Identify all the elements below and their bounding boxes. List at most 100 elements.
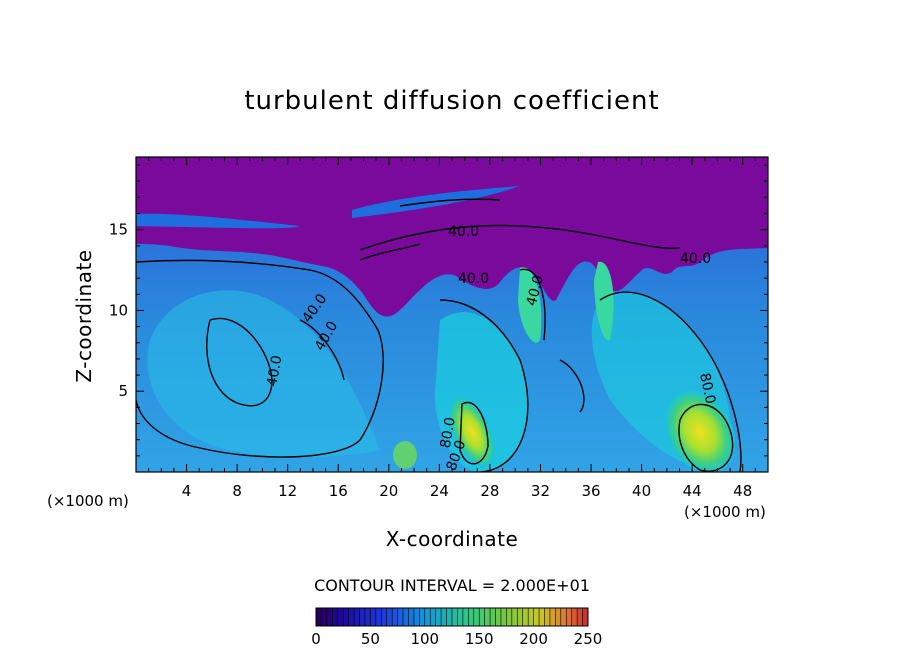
colorbar-swatch bbox=[419, 608, 426, 626]
colorbar-swatch bbox=[484, 608, 491, 626]
contour-label: 40.0 bbox=[680, 251, 711, 267]
x-tick-label: 44 bbox=[683, 482, 702, 500]
contour-5 bbox=[439, 299, 529, 472]
colorbar-swatch bbox=[495, 608, 502, 626]
colorbar-frame bbox=[315, 607, 589, 627]
colorbar-swatch bbox=[403, 608, 409, 626]
x-axis-label: X-coordinate bbox=[385, 527, 519, 551]
contour-1 bbox=[136, 259, 384, 458]
chart-title: turbulent diffusion coefficient bbox=[244, 86, 660, 116]
colorbar-tick-label: 200 bbox=[519, 630, 548, 648]
colorbar-swatch bbox=[560, 608, 567, 626]
colorbar-swatch bbox=[528, 608, 535, 626]
colorbar-swatch bbox=[539, 608, 545, 626]
core-hotspot-2 bbox=[393, 441, 417, 469]
colorbar-swatch bbox=[533, 608, 540, 626]
colorbar-swatch bbox=[473, 608, 480, 626]
colorbar-swatch bbox=[413, 608, 420, 626]
colorbar-swatch bbox=[517, 608, 524, 626]
contour-8 bbox=[678, 403, 734, 472]
contour-3 bbox=[299, 319, 345, 381]
colorbar-swatch bbox=[343, 608, 350, 626]
colorbar-swatch bbox=[506, 608, 513, 626]
contour-11 bbox=[359, 243, 421, 261]
colorbar-swatch bbox=[500, 608, 507, 626]
colorbar-swatch bbox=[408, 608, 415, 626]
x-tick-label: 4 bbox=[182, 482, 192, 500]
colorbar-swatch bbox=[511, 608, 518, 626]
colorbar-swatch bbox=[446, 608, 453, 626]
x-unit-right: (×1000 m) bbox=[684, 503, 766, 521]
colorbar-swatch bbox=[462, 608, 469, 626]
colorbar-swatch bbox=[397, 608, 404, 626]
colorbar-swatch bbox=[435, 608, 442, 626]
colorbar-swatch bbox=[326, 608, 333, 626]
contour-12 bbox=[399, 198, 501, 207]
x-unit-left: (×1000 m) bbox=[47, 492, 129, 510]
colorbar-tick-label: 100 bbox=[410, 630, 439, 648]
colorbar-swatch bbox=[566, 608, 573, 626]
colorbar-swatch bbox=[386, 608, 393, 626]
contour-4 bbox=[359, 224, 681, 251]
colorbar-swatch bbox=[332, 608, 339, 626]
contour-10 bbox=[559, 359, 585, 413]
colorbar-tick-label: 250 bbox=[574, 630, 603, 648]
plume-left bbox=[147, 290, 380, 458]
contour-label: 40.0 bbox=[458, 271, 489, 287]
contour-label: 40.0 bbox=[524, 273, 548, 307]
colorbar-swatch bbox=[316, 608, 322, 626]
contour-2 bbox=[206, 317, 273, 407]
colorbar-swatch bbox=[337, 608, 344, 626]
x-tick-label: 36 bbox=[581, 482, 600, 500]
y-tick-label: 15 bbox=[109, 221, 128, 239]
contour-label: 40.0 bbox=[264, 354, 285, 387]
y-tick-label: 5 bbox=[118, 382, 128, 400]
colorbar-swatch bbox=[364, 608, 371, 626]
x-tick-label: 12 bbox=[278, 482, 297, 500]
colorbar-swatch bbox=[375, 608, 382, 626]
plot-area: 40.0 40.0 40.0 40.0 40.0 40.0 40.0 80.0 … bbox=[136, 157, 768, 472]
x-tick-label: 28 bbox=[480, 482, 499, 500]
colorbar-swatch bbox=[452, 608, 458, 626]
colorbar-swatch bbox=[321, 608, 328, 626]
upper-streak bbox=[136, 213, 300, 229]
colorbar-tick-label: 50 bbox=[361, 630, 380, 648]
colorbar-swatch bbox=[468, 608, 475, 626]
plume-stripe bbox=[518, 267, 542, 343]
colorbar-swatch bbox=[490, 608, 497, 626]
x-tick-label: 48 bbox=[733, 482, 752, 500]
core-hotspot bbox=[449, 396, 495, 468]
x-tick-label: 40 bbox=[632, 482, 651, 500]
plume-stripe-2 bbox=[594, 261, 614, 341]
colorbar-tick-label: 0 bbox=[311, 630, 321, 648]
contour-lines bbox=[136, 198, 742, 472]
colorbar-swatch bbox=[370, 608, 377, 626]
colorbar-swatch bbox=[424, 608, 431, 626]
contour-label: 80.0 bbox=[438, 416, 459, 449]
colorbar: 0 50 100 150 200 250 bbox=[311, 607, 603, 648]
colorbar-swatch bbox=[359, 608, 366, 626]
colorbar-swatch bbox=[381, 608, 388, 626]
colorbar-swatch bbox=[392, 608, 399, 626]
x-tick-label: 32 bbox=[531, 482, 550, 500]
x-tick-label: 8 bbox=[232, 482, 242, 500]
colorbar-swatch bbox=[441, 608, 448, 626]
colorbar-swatch bbox=[582, 608, 589, 626]
colorbar-swatch bbox=[430, 608, 437, 626]
contour-interval: CONTOUR INTERVAL = 2.000E+01 bbox=[314, 576, 590, 595]
x-tick-label: 16 bbox=[329, 482, 348, 500]
contour-label: 40.0 bbox=[448, 224, 479, 240]
contour-6 bbox=[519, 268, 546, 341]
y-tick-label: 10 bbox=[109, 301, 128, 319]
colorbar-swatch bbox=[522, 608, 529, 626]
colorbar-swatch bbox=[354, 608, 361, 626]
colorbar-swatch bbox=[348, 608, 355, 626]
contour-label: 80.0 bbox=[696, 372, 718, 406]
colorbar-swatch bbox=[479, 608, 486, 626]
colorbar-swatch bbox=[555, 608, 562, 626]
colorbar-swatch bbox=[544, 608, 551, 626]
colorbar-swatch bbox=[457, 608, 464, 626]
contour-9 bbox=[459, 401, 489, 465]
colorbar-swatch bbox=[577, 608, 584, 626]
